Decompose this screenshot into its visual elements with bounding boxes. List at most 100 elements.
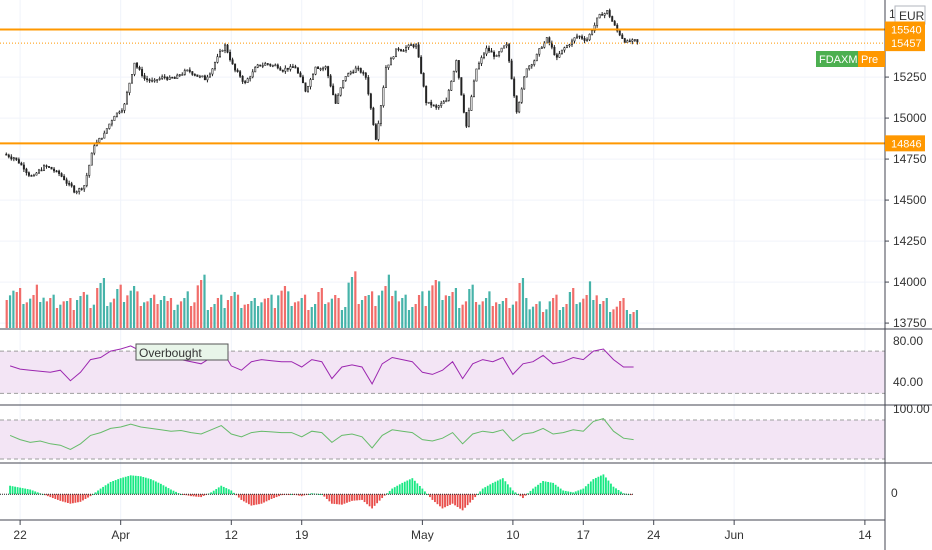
candle-up (626, 40, 629, 43)
histogram-bar-positive (584, 486, 587, 495)
histogram-bar-negative (466, 494, 469, 506)
candle-up (495, 55, 498, 57)
volume-bar (367, 295, 370, 328)
histogram-bar-negative (346, 494, 348, 503)
candle-down (166, 77, 169, 80)
candle-down (191, 71, 194, 75)
candle-down (15, 157, 18, 160)
histogram-bar-negative (431, 494, 434, 500)
candle-up (105, 128, 108, 134)
histogram-bar-positive (139, 476, 142, 495)
candle-down (50, 166, 53, 170)
volume-bar (635, 310, 639, 328)
histogram-bar-positive (527, 493, 529, 495)
volume-bar (585, 295, 588, 328)
histogram-bar-positive (569, 491, 572, 495)
volume-bar (153, 294, 156, 328)
histogram-bar-positive (612, 486, 615, 495)
candle-up (131, 74, 133, 84)
histogram-bar-positive (534, 486, 537, 495)
candle-up (322, 67, 325, 70)
volume-bar (505, 298, 508, 328)
histogram-bar-negative (202, 494, 205, 496)
time-tick-label: 19 (295, 528, 309, 542)
histogram-bar-positive (406, 480, 409, 495)
volume-bar (501, 301, 504, 328)
histogram-bar-positive (396, 485, 399, 495)
histogram-bar-positive (167, 488, 170, 495)
candle-up (115, 112, 118, 117)
volume-bar (263, 298, 266, 328)
volume-bar (200, 280, 203, 328)
candle-down (136, 62, 139, 68)
volume-bar (384, 286, 387, 328)
candle-down (334, 94, 337, 104)
histogram-bar-positive (99, 488, 102, 495)
candle-up (538, 48, 541, 55)
histogram-bar-positive (147, 478, 150, 495)
candle-up (528, 65, 531, 70)
time-axis-ticks[interactable]: 22 Apr 12 19 May 10 17 24 Jun 14 (13, 520, 872, 542)
histogram-bar-negative (522, 494, 524, 499)
volume-bar (588, 281, 592, 328)
candle-up (387, 64, 390, 68)
candle-down (241, 76, 244, 82)
price-axis-ticks[interactable]: 15250 15000 14750 14500 14250 14000 13750 (885, 70, 927, 330)
candle-down (163, 76, 166, 79)
candle-down (55, 170, 58, 173)
volume-bar (186, 291, 189, 328)
volume-bar (347, 282, 350, 328)
price-tick-label: 15000 (893, 111, 927, 125)
histogram-bar-negative (363, 494, 366, 503)
histogram-bar-negative (263, 494, 265, 503)
volume-bar (126, 295, 129, 328)
histogram-bar-negative (474, 494, 477, 498)
candle-down (7, 154, 10, 158)
candle-down (244, 81, 247, 83)
candle-up (558, 53, 561, 58)
volume-bar (273, 308, 276, 328)
volume-bar (146, 301, 149, 328)
volume-bar (72, 310, 75, 328)
candle-up (183, 70, 186, 75)
histogram-bar-positive (124, 476, 127, 495)
candle-up (596, 17, 599, 26)
volume-bar (535, 304, 538, 328)
pre-tag[interactable] (858, 51, 885, 67)
candle-down (578, 35, 581, 38)
volume-bar (240, 308, 243, 328)
histogram-bar-negative (240, 494, 243, 500)
histogram-bar-negative (192, 494, 195, 497)
histogram-bar-positive (102, 486, 104, 495)
time-tick-label: 22 (13, 528, 27, 542)
candle-down (231, 59, 234, 65)
volume-bar (414, 304, 417, 328)
histogram-bar-negative (46, 494, 49, 497)
candle-down (623, 38, 626, 43)
histogram-bar-positive (180, 494, 182, 496)
candle-up (573, 37, 576, 42)
volume-bar (474, 302, 478, 328)
candle-up (264, 63, 267, 66)
candle-down (60, 173, 63, 177)
volume-bar (277, 295, 280, 328)
volume-bar (438, 281, 441, 328)
histogram-bar-positive (599, 475, 602, 495)
candle-up (181, 74, 184, 76)
histogram-bar-positive (587, 483, 590, 495)
volume-bar (531, 306, 535, 328)
symbol-tag[interactable] (816, 51, 858, 67)
volume-bar (52, 294, 55, 328)
histogram-bar-positive (408, 479, 411, 495)
candle-down (25, 168, 28, 173)
volume-bar (79, 296, 82, 328)
histogram-bar-positive (401, 482, 404, 495)
candle-up (198, 75, 201, 78)
candle-up (213, 62, 216, 70)
volume-bar (314, 304, 317, 328)
candle-up (520, 88, 523, 103)
histogram-bar-negative (49, 494, 52, 498)
candle-up (216, 56, 219, 63)
histogram-bar-positive (501, 478, 504, 495)
